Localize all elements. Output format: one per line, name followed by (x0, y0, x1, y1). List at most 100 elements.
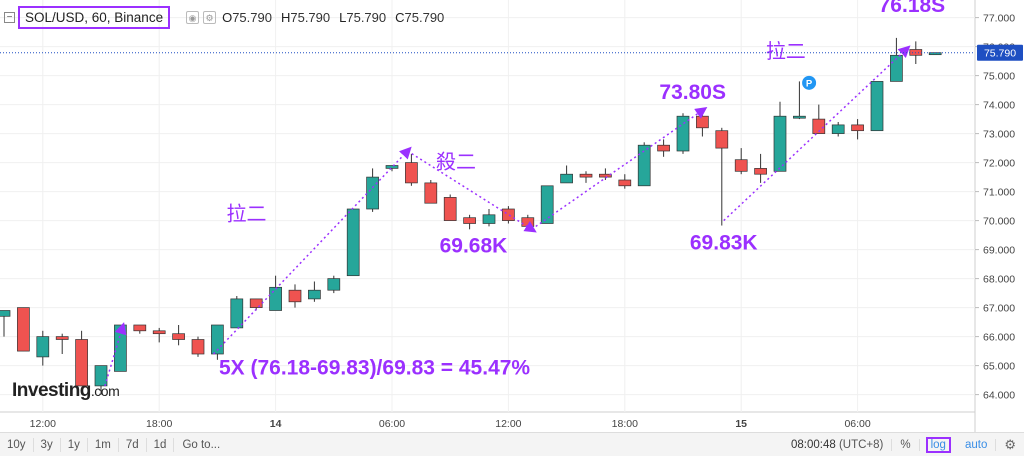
range-7d-button[interactable]: 7d (119, 437, 147, 452)
gear-icon[interactable]: ⚙ (1004, 436, 1016, 452)
collapse-icon[interactable]: − (4, 11, 15, 23)
candle (676, 113, 690, 154)
price-chart[interactable]: 64.000 65.000 66.000 67.000 68.000 69.000 70.0… (0, 0, 1024, 432)
y-tick-label: 67.000 (983, 303, 1015, 315)
time-axis: 12:00 18:00 14 06:00 12:00 18:00 15 06:00 (30, 418, 871, 430)
candle-body (560, 173, 573, 184)
range-10y-button[interactable]: 10y (0, 437, 34, 452)
candle (463, 214, 476, 230)
candle-body (773, 115, 787, 172)
candle (424, 180, 438, 204)
candles (0, 37, 942, 395)
candle (657, 139, 670, 157)
candle-body (851, 124, 864, 132)
close-label: C (395, 9, 405, 25)
candle (36, 330, 50, 366)
goto-button[interactable]: Go to... (182, 438, 221, 451)
candle-body (152, 330, 166, 335)
high-value: 75.790 (290, 9, 331, 25)
candle (94, 365, 108, 395)
logo-main: Investing (12, 380, 91, 401)
candle-body (424, 182, 438, 204)
candle (715, 127, 729, 226)
annotation-text: 69.68K (440, 235, 508, 258)
annotation-text: 69.83K (690, 232, 758, 255)
y-tick-label: 71.000 (983, 187, 1015, 199)
y-tick-label: 66.000 (983, 332, 1015, 344)
y-tick-label: 75.000 (983, 71, 1015, 83)
candle-body (579, 173, 593, 178)
clock: 08:00:48 (UTC+8) (783, 438, 893, 451)
candle-body (754, 168, 767, 175)
clock-timezone: (UTC+8) (838, 438, 884, 451)
x-tick-label: 14 (270, 418, 282, 430)
settings-eye-icon[interactable]: ◉ (186, 10, 200, 24)
candle-body (249, 298, 263, 308)
candle-body (55, 336, 69, 340)
candle-body (133, 324, 147, 332)
range-1d-button[interactable]: 1d (147, 437, 175, 452)
candle (172, 325, 185, 346)
annotation-text: 76.18S (879, 0, 946, 17)
candle (0, 310, 11, 337)
candle (831, 122, 845, 137)
range-1m-button[interactable]: 1m (88, 437, 119, 452)
candle (366, 168, 379, 212)
candle (540, 185, 554, 224)
close-value: 75.790 (404, 9, 445, 25)
gear-small-icon[interactable]: ⚙ (203, 10, 217, 24)
auto-button[interactable]: auto (957, 438, 997, 451)
x-tick-label: 12:00 (30, 418, 56, 430)
candle (385, 165, 399, 172)
y-tick-label: 73.000 (983, 129, 1015, 141)
candle (327, 275, 341, 294)
candle (191, 336, 205, 357)
candle (696, 110, 709, 137)
low-value: 75.790 (346, 9, 387, 25)
range-3y-button[interactable]: 3y (34, 437, 61, 452)
symbol-label[interactable]: SOL/USD, 60, Binance (18, 5, 171, 29)
y-tick-label: 74.000 (983, 100, 1015, 112)
candle-body (676, 115, 690, 152)
candle-body (502, 208, 515, 221)
candle-body (657, 144, 670, 152)
candle-body (36, 336, 50, 358)
candle (754, 153, 767, 183)
trend-lines (104, 45, 911, 387)
trend-line (212, 146, 412, 355)
log-button[interactable]: log (925, 436, 951, 453)
y-tick-label: 64.000 (983, 390, 1015, 402)
candle (133, 324, 147, 334)
candle (269, 275, 282, 311)
annotation-text: 拉二 (766, 39, 806, 63)
y-tick-label: 70.000 (983, 216, 1015, 228)
y-tick-label: 69.000 (983, 245, 1015, 257)
candle-body (928, 52, 942, 56)
last-price-label: 75.790 (984, 48, 1016, 60)
markers: P (802, 75, 817, 90)
candle-body (385, 165, 399, 169)
candle-body (637, 144, 651, 187)
candle-body (540, 185, 554, 224)
candle-body (288, 289, 302, 303)
candle (773, 101, 787, 172)
candle-body (17, 307, 30, 352)
range-1y-button[interactable]: 1y (61, 437, 88, 452)
candle-body (327, 278, 341, 291)
percent-button[interactable]: % (892, 438, 920, 451)
trend-line (104, 322, 127, 387)
candle (346, 208, 360, 277)
chart-grid (0, 0, 976, 432)
clock-time: 08:00:48 (790, 438, 836, 451)
candle (637, 142, 651, 187)
open-label: O (222, 9, 233, 25)
x-tick-label: 18:00 (146, 418, 172, 430)
p-marker-icon (802, 75, 817, 90)
annotation-text: 73.80S (659, 81, 726, 104)
candle (288, 284, 302, 308)
candle-body (346, 208, 360, 277)
candle-body (793, 115, 806, 119)
trend-line (723, 45, 911, 222)
x-tick-label: 06:00 (379, 418, 405, 430)
